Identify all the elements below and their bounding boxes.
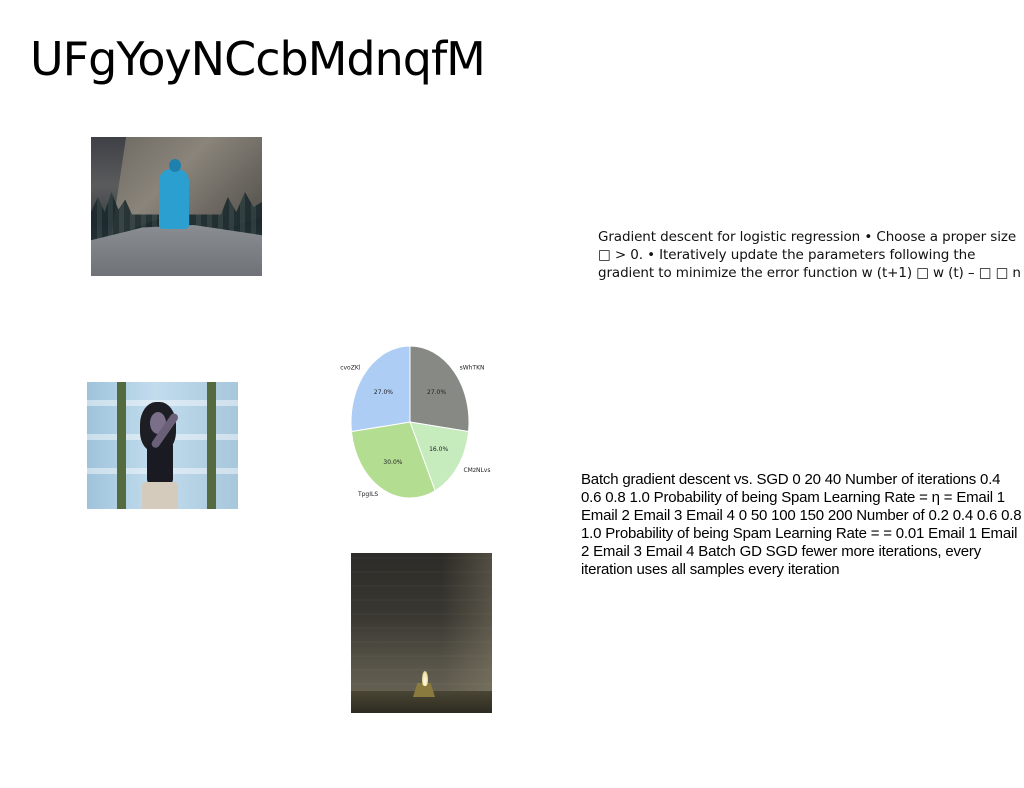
pie-category-label: TpgILS xyxy=(357,491,378,498)
woman-photo xyxy=(87,382,238,509)
pie-value-label: 27.0% xyxy=(427,389,446,396)
pie-chart: 27.0% sWhTKN 16.0% CMzNLvs 30.0% TpgILS 27.0% c… xyxy=(340,345,490,499)
pie-category-label: sWhTKN xyxy=(460,365,485,372)
batch-vs-sgd-text: Batch gradient descent vs. SGD 0 20 40 N… xyxy=(581,471,1022,578)
slide-title: UFgYoyNCcbMdnqfM xyxy=(30,32,486,86)
candle-photo xyxy=(351,553,492,713)
pie-slice-cvoZKl xyxy=(350,345,411,433)
gradient-descent-text: Gradient descent for logistic regression… xyxy=(598,229,1021,281)
pie-category-label: cvoZKl xyxy=(340,365,361,372)
pie-slice-sWhTKN xyxy=(409,345,470,433)
pie-value-label: 16.0% xyxy=(429,446,448,453)
hiker-photo xyxy=(91,137,262,276)
pie-slice-CMzNLvs xyxy=(409,421,470,492)
pie-value-label: 30.0% xyxy=(383,459,402,466)
pie-category-label: CMzNLvs xyxy=(463,467,490,474)
pie-labels: 27.0% sWhTKN 16.0% CMzNLvs 30.0% TpgILS 27.0% c… xyxy=(340,365,490,498)
pie-slice-TpgILS xyxy=(350,421,436,499)
pie-value-label: 27.0% xyxy=(374,389,393,396)
pie-slices xyxy=(350,345,470,499)
